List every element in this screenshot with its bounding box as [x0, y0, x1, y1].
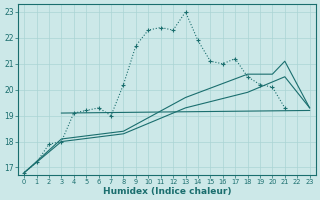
X-axis label: Humidex (Indice chaleur): Humidex (Indice chaleur) — [103, 187, 231, 196]
